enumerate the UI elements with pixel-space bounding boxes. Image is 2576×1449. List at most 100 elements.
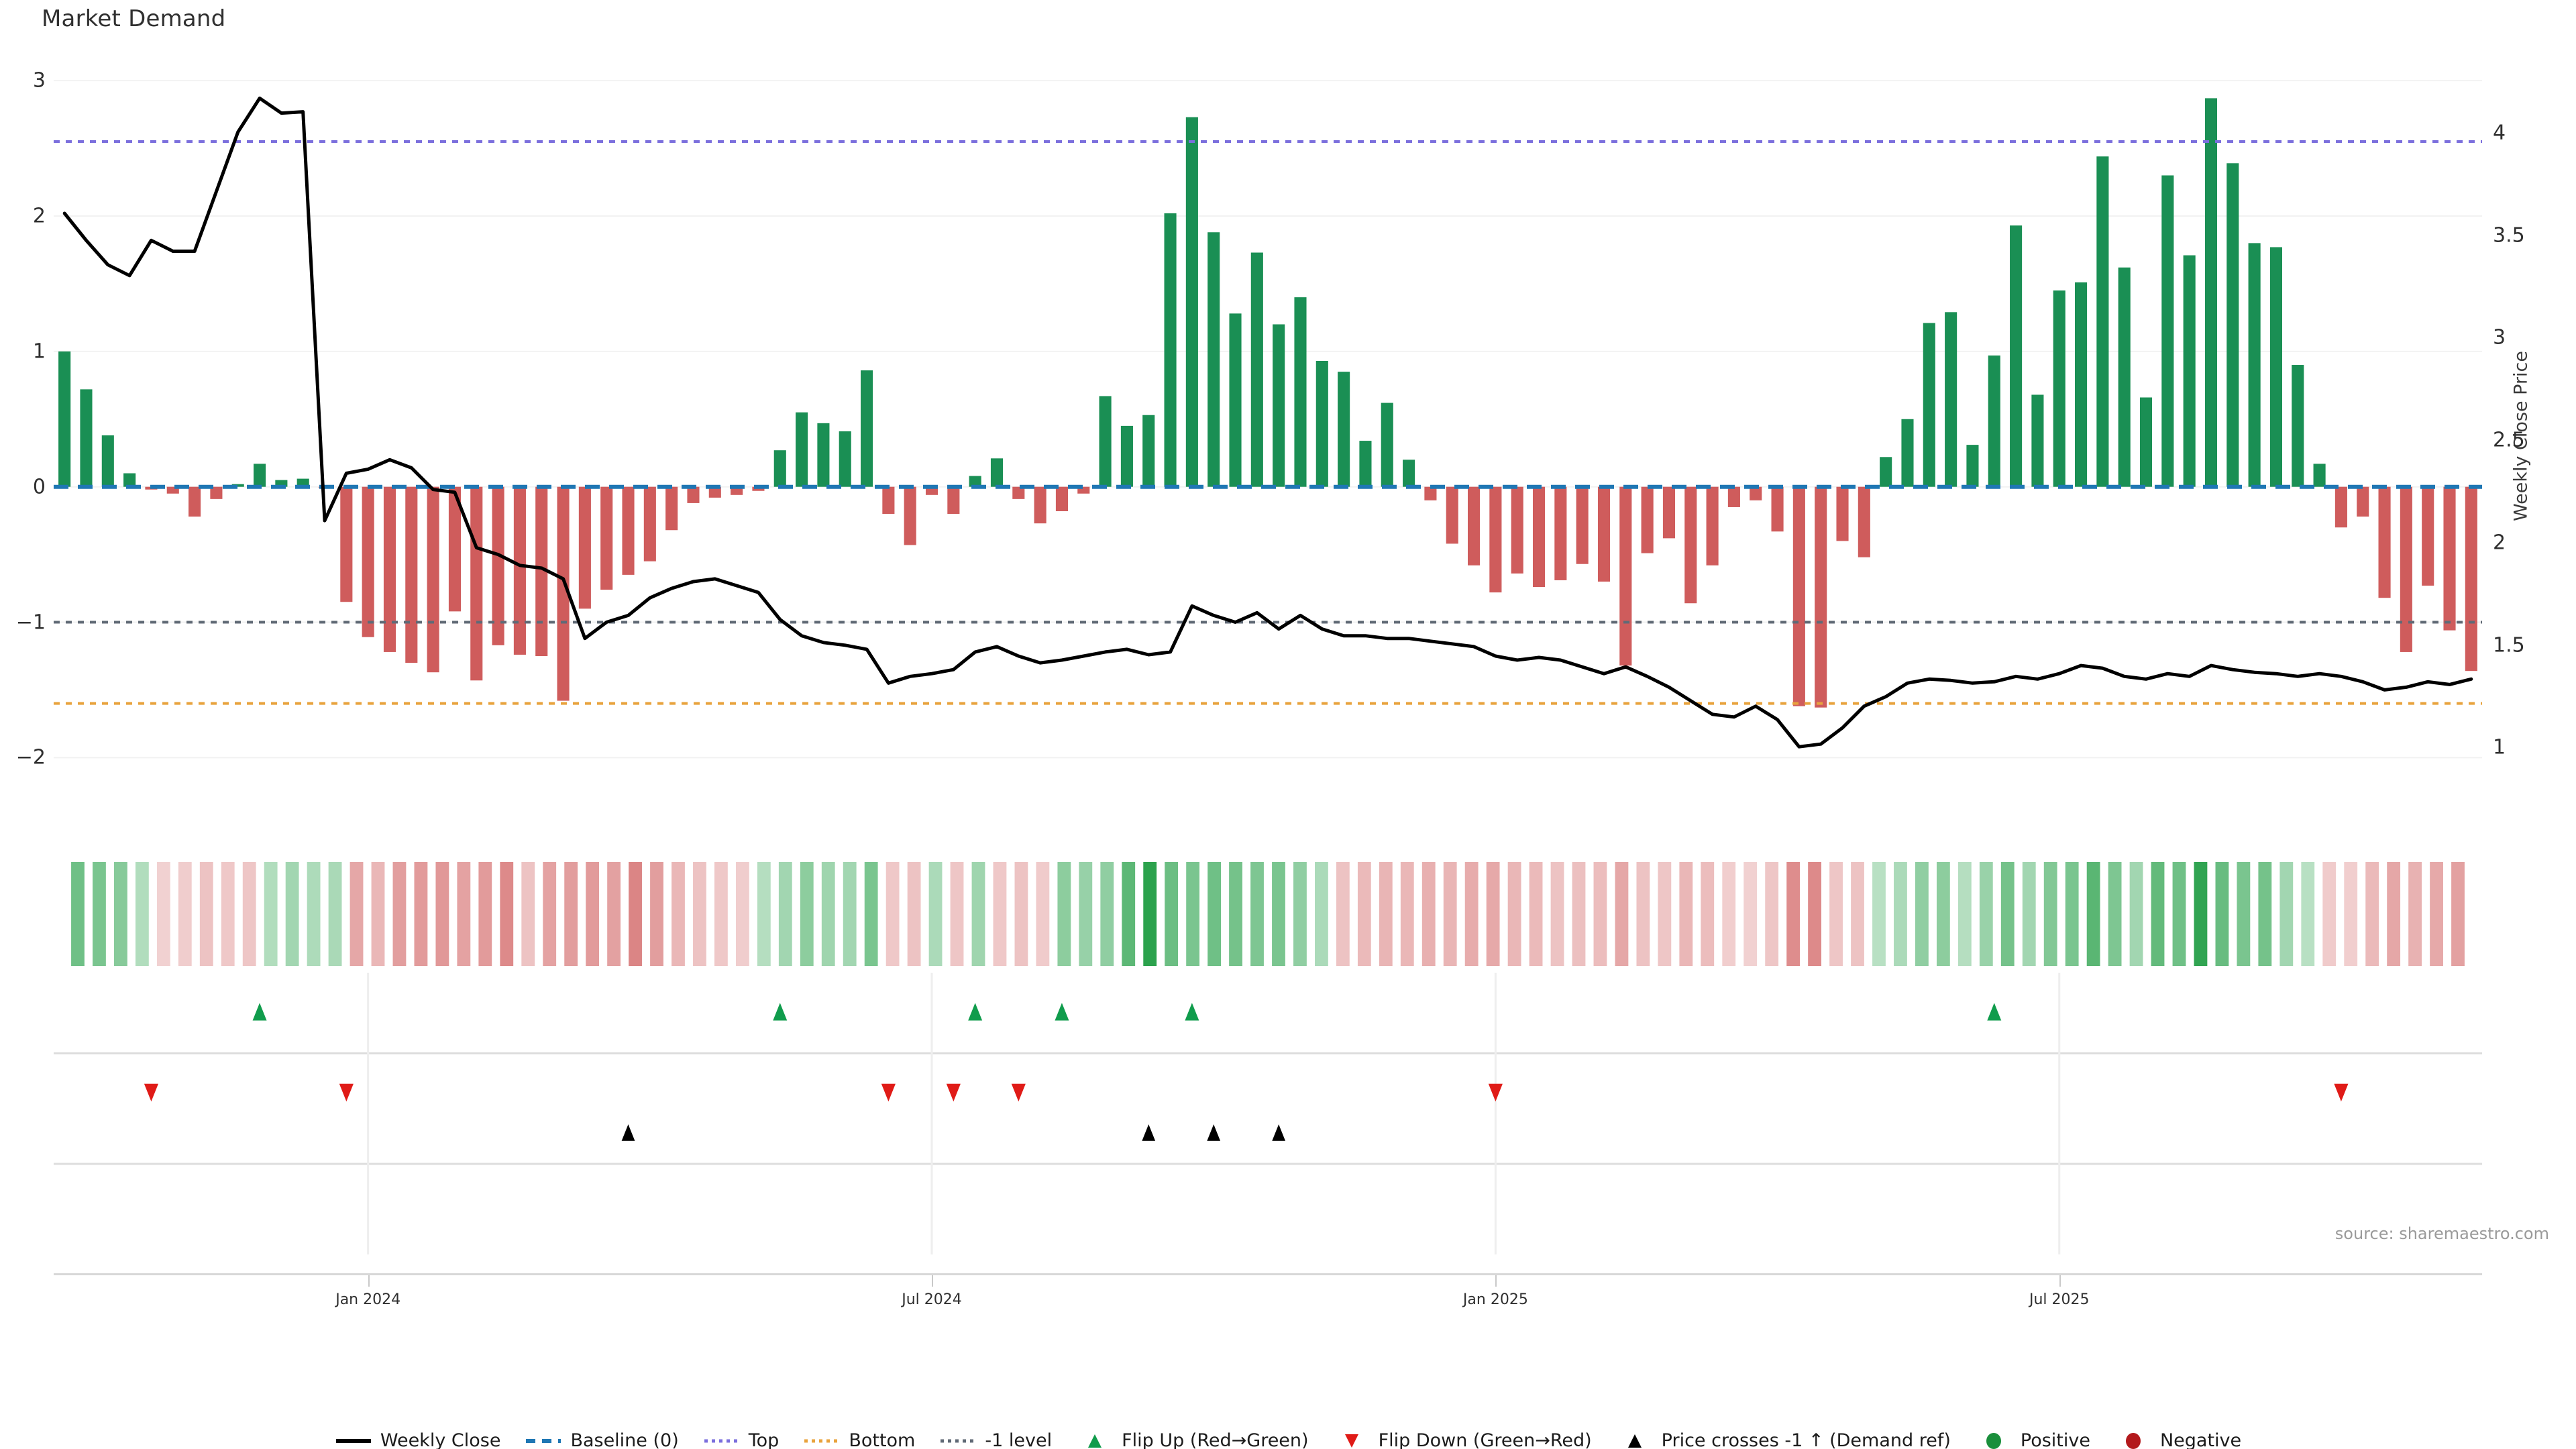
demand-bar — [1273, 324, 1285, 487]
heat-cell — [1722, 862, 1736, 966]
demand-bar — [1771, 486, 1784, 532]
heat-cell — [2430, 862, 2443, 966]
heat-cell — [156, 862, 170, 966]
legend-label: -1 level — [985, 1430, 1053, 1449]
heat-cell — [2322, 862, 2337, 966]
weekly-close-line — [62, 96, 2473, 749]
demand-bar — [1641, 486, 1654, 553]
heat-cell — [2387, 862, 2401, 966]
legend-item-flip-down[interactable]: Flip Down (Green→Red) — [1333, 1430, 1592, 1449]
legend-item-negative[interactable]: Negative — [2114, 1430, 2241, 1449]
y-tick-left: 2 — [32, 204, 46, 228]
heat-cell — [907, 862, 921, 966]
demand-bar — [1250, 252, 1263, 487]
heat-cell — [1957, 862, 1972, 966]
heat-cell — [500, 862, 514, 966]
legend-item-top[interactable]: Top — [703, 1430, 780, 1449]
demand-bar — [166, 486, 179, 494]
heat-cell — [1421, 862, 1436, 966]
heat-cell — [1400, 862, 1414, 966]
demand-bar — [1684, 486, 1697, 604]
heat-cell — [693, 862, 706, 966]
heat-cell — [2408, 862, 2422, 966]
heat-cell — [607, 862, 621, 966]
heat-cell — [1572, 862, 1586, 966]
demand-bar — [254, 464, 266, 487]
heat-cell — [928, 862, 943, 966]
x-axis-line — [54, 1273, 2482, 1275]
heat-cell — [821, 862, 835, 966]
heat-cell — [800, 862, 814, 966]
legend-label: Positive — [2020, 1430, 2090, 1449]
legend-item-positive[interactable]: Positive — [1975, 1430, 2090, 1449]
demand-bar — [2053, 290, 2065, 487]
heat-cell — [521, 862, 535, 966]
demand-bar — [2161, 175, 2174, 487]
demand-bar — [1142, 415, 1155, 487]
demand-bar — [1727, 486, 1740, 507]
demand-bar — [1077, 486, 1090, 494]
legend-label: Top — [748, 1430, 780, 1449]
demand-bar — [2269, 247, 2282, 487]
demand-bar — [1532, 486, 1546, 588]
demand-bar — [2031, 394, 2044, 487]
heat-cell — [414, 862, 428, 966]
demand-bar — [2075, 282, 2088, 487]
demand-price-plot — [54, 80, 2482, 759]
y-tick-right: 1.5 — [2493, 633, 2525, 657]
up-triangle-icon — [1616, 1432, 1654, 1449]
legend-item-baseline[interactable]: Baseline (0) — [525, 1430, 679, 1449]
legend-item-weekly-close[interactable]: Weekly Close — [335, 1430, 500, 1449]
demand-bar — [2096, 156, 2109, 487]
heat-cell — [1765, 862, 1779, 966]
heat-cell — [1143, 862, 1157, 966]
legend-label: Flip Down (Green→Red) — [1378, 1430, 1592, 1449]
dot-icon — [1975, 1432, 2012, 1449]
demand-bar — [275, 480, 288, 487]
heat-cell — [1379, 862, 1393, 966]
heat-cell — [2043, 862, 2057, 966]
heat-cell — [778, 862, 792, 966]
heat-cell — [650, 862, 663, 966]
heat-cell — [885, 862, 900, 966]
y-tick-right: 1 — [2493, 735, 2506, 759]
flip-down-marker — [339, 1083, 354, 1102]
dotted-line-icon — [939, 1432, 977, 1449]
demand-bar — [80, 389, 93, 487]
demand-bar — [1164, 213, 1177, 487]
demand-bar — [2139, 397, 2153, 487]
heat-cell — [1829, 862, 1843, 966]
demand-bar — [2334, 486, 2347, 528]
heat-cell — [2279, 862, 2294, 966]
legend-item-minus-one[interactable]: -1 level — [939, 1430, 1052, 1449]
x-tick-mark — [1495, 1273, 1497, 1287]
heat-cell — [221, 862, 235, 966]
heat-cell — [371, 862, 385, 966]
heat-cell — [135, 862, 149, 966]
heat-cell — [307, 862, 321, 966]
flip-up-marker — [252, 1003, 267, 1021]
demand-bar — [665, 486, 678, 531]
legend-item-flip-up[interactable]: Flip Up (Red→Green) — [1076, 1430, 1309, 1449]
demand-bar — [101, 435, 114, 487]
legend-item-price-cross[interactable]: Price crosses -1 ↑ (Demand ref) — [1616, 1430, 1951, 1449]
heat-cell — [114, 862, 127, 966]
price-cross-marker — [1142, 1124, 1156, 1141]
y-tick-right: 3.5 — [2493, 223, 2525, 248]
heat-cell — [1272, 862, 1285, 966]
demand-bar — [1988, 355, 2000, 487]
heat-cell — [950, 862, 964, 966]
demand-bar — [2292, 365, 2304, 487]
page-title: Market Demand — [42, 5, 226, 32]
demand-bar — [2443, 486, 2456, 631]
demand-bar — [513, 486, 526, 655]
heat-cell — [2215, 862, 2229, 966]
legend-item-bottom[interactable]: Bottom — [803, 1430, 915, 1449]
heat-cell — [1443, 862, 1457, 966]
demand-bar — [1099, 396, 1112, 487]
x-tick-label: Jan 2025 — [1462, 1291, 1528, 1308]
legend-label: Flip Up (Red→Green) — [1122, 1430, 1309, 1449]
heat-cell — [478, 862, 492, 966]
heat-cell — [1507, 862, 1521, 966]
demand-heat-strip — [67, 862, 2469, 966]
